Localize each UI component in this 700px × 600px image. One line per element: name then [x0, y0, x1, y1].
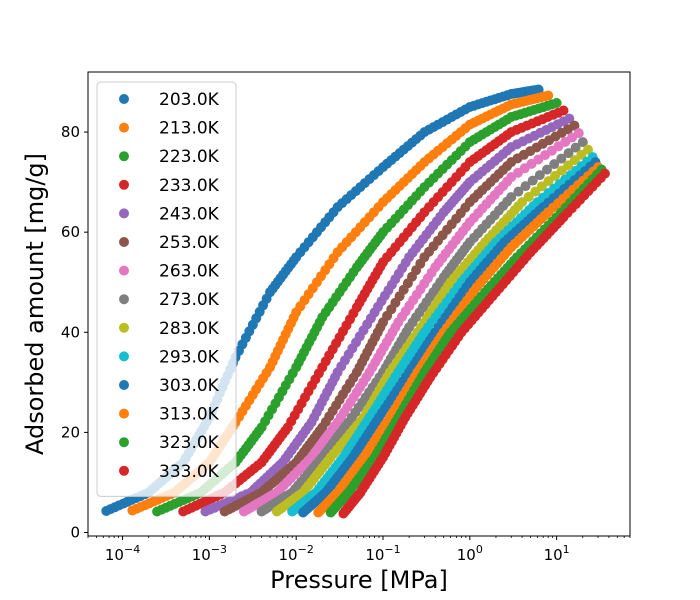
- legend-label: 283.0K: [159, 319, 220, 339]
- legend-label: 323.0K: [159, 433, 220, 453]
- legend-label: 223.0K: [159, 147, 220, 167]
- legend-marker: [119, 94, 129, 104]
- legend-marker: [119, 437, 129, 448]
- data-point: [564, 113, 575, 124]
- series-333.0K: [338, 168, 610, 519]
- legend: 203.0K 213.0K 223.0K 233.0K 243.0K 253.0K 263.…: [96, 81, 237, 497]
- data-point: [542, 164, 552, 175]
- data-point: [563, 148, 574, 159]
- plot-area-frame: [87, 71, 631, 537]
- x-tick-label: 10−1: [365, 543, 400, 564]
- data-point: [558, 105, 569, 116]
- legend-item: 323.0K: [119, 433, 220, 453]
- data-point: [573, 128, 584, 139]
- data-points: [101, 84, 610, 519]
- y-tick-label: 20: [61, 423, 80, 441]
- data-point: [506, 192, 517, 203]
- x-tick-label: 100: [457, 543, 483, 564]
- legend-marker: [119, 351, 129, 362]
- y-axis-label: Adsorbed amount [mg/g]: [21, 153, 49, 455]
- legend-item: 273.0K: [119, 290, 220, 310]
- legend-marker: [119, 265, 129, 276]
- data-point: [533, 84, 544, 95]
- legend-marker: [119, 208, 129, 219]
- legend-item: 233.0K: [119, 176, 220, 196]
- series-283.0K: [271, 144, 593, 517]
- legend-item: 253.0K: [119, 233, 220, 253]
- data-point: [599, 168, 610, 179]
- legend-label: 273.0K: [159, 290, 220, 310]
- legend-marker: [119, 122, 129, 133]
- legend-marker: [119, 294, 129, 305]
- legend-item: 203.0K: [119, 90, 220, 110]
- data-point: [513, 186, 524, 197]
- data-point: [527, 175, 538, 186]
- data-point: [569, 120, 580, 131]
- legend-label: 293.0K: [159, 347, 220, 367]
- legend-marker: [119, 465, 129, 476]
- x-tick-label: 101: [544, 543, 570, 564]
- legend-label: 263.0K: [159, 262, 220, 282]
- data-point: [543, 90, 554, 101]
- data-point: [549, 159, 560, 170]
- legend-label: 313.0K: [159, 405, 220, 425]
- legend-item: 213.0K: [119, 119, 220, 139]
- legend-item: 223.0K: [119, 147, 220, 167]
- y-tick-label: 60: [61, 223, 80, 241]
- legend-item: 243.0K: [119, 204, 220, 224]
- y-tick-label: 80: [61, 123, 80, 141]
- legend-label: 213.0K: [159, 119, 220, 139]
- x-axis-ticks: 10−4 10−3 10−2 10−1 100 101: [87, 536, 631, 564]
- legend-marker: [119, 408, 129, 419]
- series-253.0K: [219, 120, 580, 517]
- x-tick-label: 10−4: [105, 543, 140, 564]
- y-axis-ticks: 0 20 40 60 80: [61, 123, 88, 541]
- legend-frame: [96, 81, 237, 497]
- data-point: [551, 98, 562, 108]
- legend-marker: [119, 179, 129, 190]
- legend-item: 263.0K: [119, 262, 220, 282]
- series-243.0K: [200, 113, 575, 517]
- legend-label: 253.0K: [159, 233, 220, 253]
- data-point: [583, 144, 593, 155]
- x-tick-label: 10−3: [192, 543, 227, 564]
- legend-label: 203.0K: [159, 90, 220, 110]
- legend-label: 333.0K: [159, 462, 220, 482]
- legend-item: 293.0K: [119, 347, 220, 367]
- legend-label: 243.0K: [159, 204, 220, 224]
- legend-marker: [119, 237, 129, 247]
- legend-marker: [119, 380, 129, 390]
- legend-item: 313.0K: [119, 405, 220, 425]
- data-point: [520, 181, 531, 192]
- legend-label: 303.0K: [159, 376, 220, 396]
- series-233.0K: [178, 105, 569, 517]
- data-point: [577, 137, 588, 148]
- legend-label: 233.0K: [159, 176, 220, 196]
- y-tick-label: 40: [61, 323, 80, 341]
- y-tick-label: 0: [70, 523, 80, 541]
- legend-marker: [119, 322, 129, 333]
- legend-item: 303.0K: [119, 376, 220, 396]
- legend-item: 333.0K: [119, 462, 220, 482]
- legend-item: 283.0K: [119, 319, 220, 339]
- data-point: [556, 153, 567, 164]
- data-point: [534, 170, 545, 181]
- x-tick-label: 10−2: [279, 543, 314, 564]
- series-263.0K: [238, 128, 584, 517]
- legend-marker: [119, 151, 129, 162]
- x-axis-label: Pressure [MPa]: [270, 566, 448, 594]
- data-point: [570, 142, 581, 153]
